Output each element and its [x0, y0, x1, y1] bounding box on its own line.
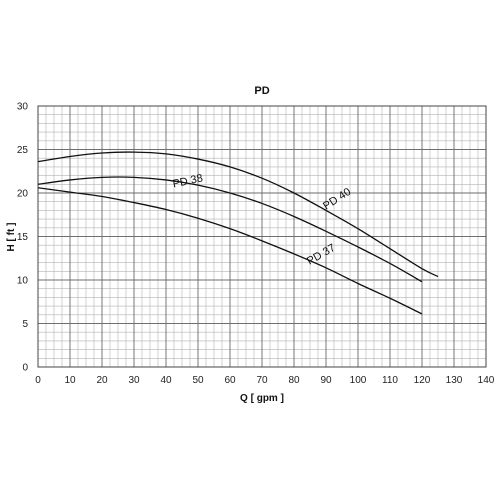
- major-grid: [37, 105, 487, 368]
- series-label-pd-38: PD 38: [172, 172, 204, 190]
- x-tick-label: 140: [478, 375, 495, 386]
- y-tick-label: 20: [17, 189, 29, 200]
- x-tick-label: 60: [224, 375, 236, 386]
- series-line-pd-38: [37, 176, 423, 283]
- x-tick-label: 130: [446, 375, 463, 386]
- x-tick-label: 30: [128, 375, 140, 386]
- x-tick-label: 70: [256, 375, 268, 386]
- y-tick-label: 5: [22, 319, 28, 330]
- y-tick-label: 10: [17, 276, 29, 287]
- x-tick-label: 40: [160, 375, 172, 386]
- chart-title: PD: [254, 85, 269, 97]
- y-tick-label: 30: [17, 102, 29, 113]
- y-axis-title: H [ ft ]: [6, 223, 17, 252]
- x-tick-label: 20: [96, 375, 108, 386]
- y-tick-label: 0: [22, 363, 28, 374]
- x-axis-title: Q [ gpm ]: [240, 393, 284, 404]
- x-tick-label: 110: [382, 375, 398, 386]
- x-tick-label: 120: [414, 375, 431, 386]
- y-axis-ticks: 0 5 10 15 20 25 30: [17, 102, 29, 374]
- series-line-pd-40: [37, 151, 439, 278]
- series-line-pd-37: [37, 187, 423, 315]
- series-layer: [37, 151, 439, 315]
- x-axis-ticks: 0 10 20 30 40 50 60 70 80 90 100 110 120 130 140: [35, 375, 495, 386]
- y-tick-label: 25: [17, 145, 29, 156]
- plot-frame: [37, 105, 487, 368]
- x-tick-label: 80: [288, 375, 300, 386]
- x-tick-label: 0: [35, 375, 41, 386]
- x-tick-label: 10: [64, 375, 76, 386]
- x-tick-label: 50: [192, 375, 204, 386]
- y-tick-label: 15: [17, 232, 29, 243]
- x-tick-label: 90: [320, 375, 332, 386]
- x-tick-label: 100: [350, 375, 367, 386]
